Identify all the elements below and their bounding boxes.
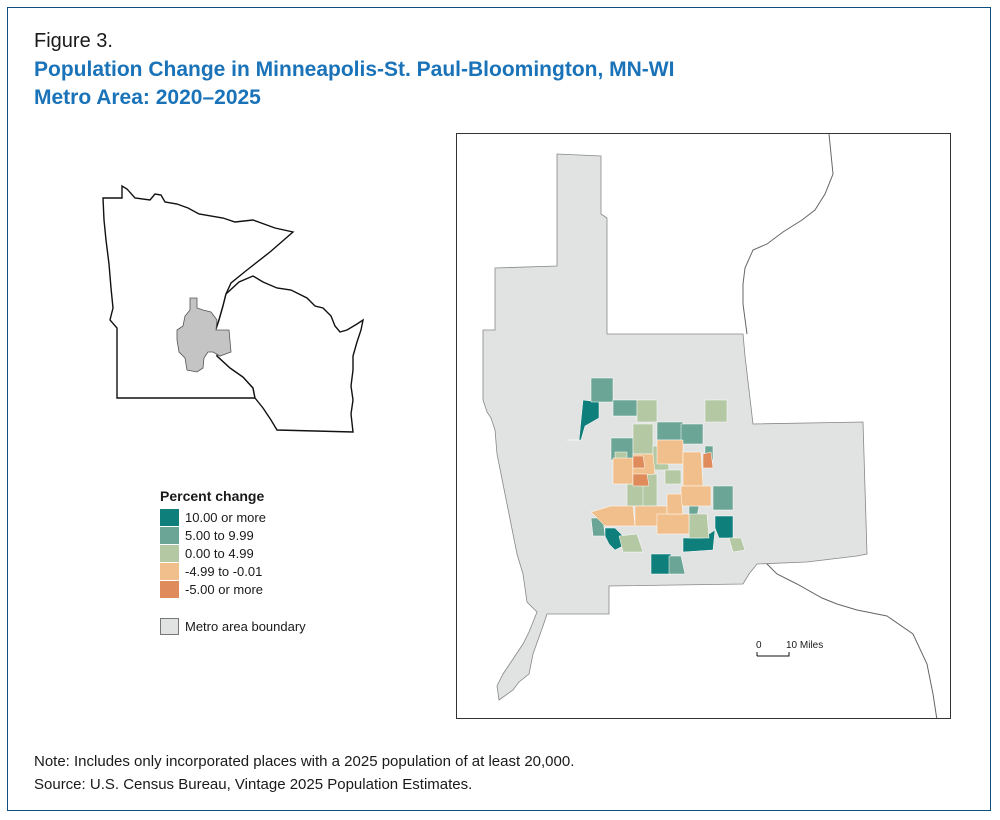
legend-item: 0.00 to 4.99 [160, 544, 306, 562]
place-polygon [612, 457, 634, 485]
place-polygon [656, 513, 690, 535]
scale-start-label: 0 [756, 640, 762, 651]
scale-bar-line [756, 652, 790, 657]
legend-swatch [160, 562, 179, 580]
legend-label: -4.99 to -0.01 [185, 563, 263, 579]
place-polygon [612, 399, 638, 417]
place-polygon [680, 423, 704, 445]
place-polygon [590, 377, 614, 403]
place-polygon [682, 451, 704, 487]
places-neg-5-or-more [632, 451, 714, 487]
legend-item: 5.00 to 9.99 [160, 526, 306, 544]
scale-end-label: 10 Miles [786, 640, 824, 651]
legend-label: 5.00 to 9.99 [185, 527, 254, 543]
title-line-1: Population Change in Minneapolis-St. Pau… [34, 58, 675, 81]
legend-swatch [160, 580, 179, 598]
legend-boundary-swatch [160, 618, 179, 635]
footnote: Note: Includes only incorporated places … [34, 750, 574, 796]
legend-item: 10.00 or more [160, 508, 306, 526]
place-polygon [618, 533, 644, 553]
title-line-2: Metro Area: 2020–2025 [34, 86, 261, 109]
legend-title: Percent change [160, 488, 265, 504]
place-polygon [666, 493, 684, 515]
place-polygon [632, 423, 654, 455]
metro-area-locator [176, 297, 232, 373]
place-polygon [680, 485, 712, 507]
place-polygon [656, 439, 684, 465]
place-polygon [626, 483, 646, 507]
note-text: Note: Includes only incorporated places … [34, 753, 575, 770]
legend-label: -5.00 or more [185, 581, 264, 597]
main-map-svg [482, 134, 938, 718]
figure-label: Figure 3. [34, 30, 113, 52]
main-map [456, 133, 951, 719]
legend-item: -5.00 or more [160, 580, 306, 598]
legend-swatch [160, 526, 179, 544]
place-polygon [636, 399, 658, 423]
state-border-south [746, 543, 938, 718]
place-polygon [704, 399, 728, 423]
state-border-north [742, 134, 834, 335]
figure-title: Population Change in Minneapolis-St. Pau… [34, 56, 934, 112]
place-polygon [668, 555, 686, 575]
scale-bar: 0 10 Miles [756, 640, 826, 665]
legend-label: 10.00 or more [185, 509, 266, 525]
place-polygon [702, 451, 714, 469]
legend-label: 0.00 to 4.99 [185, 545, 254, 561]
place-polygon [567, 399, 600, 441]
minnesota-outline [102, 184, 295, 399]
place-polygon [590, 505, 636, 527]
legend: Percent change 10.00 or more 5.00 to 9.9… [160, 488, 306, 635]
source-text: Source: U.S. Census Bureau, Vintage 2025… [34, 776, 473, 793]
place-polygon [688, 513, 710, 539]
places-10-or-more [567, 399, 734, 575]
place-polygon [664, 469, 682, 485]
legend-boundary-label: Metro area boundary [185, 619, 306, 634]
wisconsin-outline [214, 275, 365, 433]
legend-item: -4.99 to -0.01 [160, 562, 306, 580]
place-polygon [728, 537, 746, 553]
place-polygon [632, 455, 646, 469]
locator-map [102, 184, 365, 433]
legend-boundary-item: Metro area boundary [160, 618, 306, 635]
figure-frame [7, 7, 991, 811]
legend-swatch [160, 508, 179, 526]
places-neg-4-99-to-neg-0-01 [590, 439, 712, 535]
place-polygon [656, 421, 684, 441]
place-polygon [712, 485, 734, 511]
place-polygon [714, 515, 734, 539]
legend-swatch [160, 544, 179, 562]
place-polygon [650, 553, 672, 575]
place-polygon [632, 473, 650, 487]
